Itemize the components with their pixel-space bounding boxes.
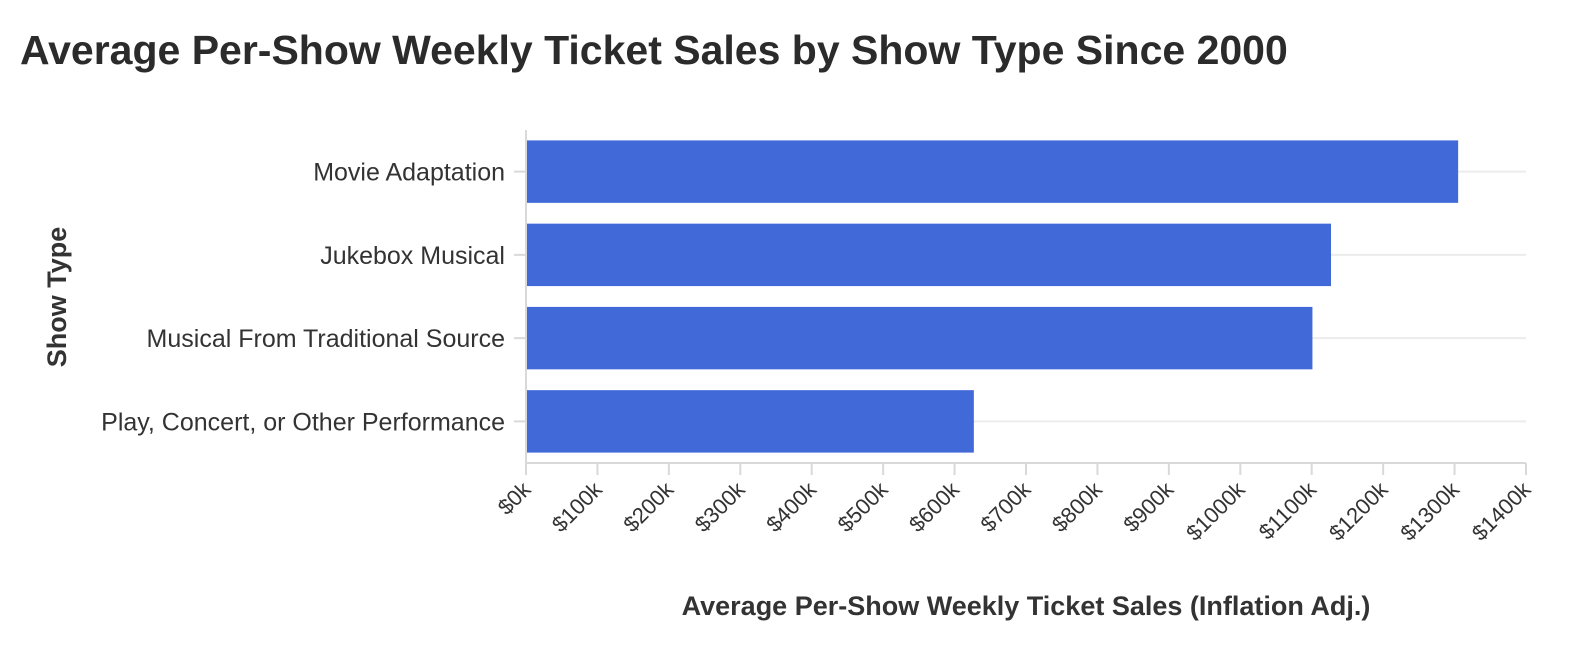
chart-title: Average Per-Show Weekly Ticket Sales by …	[20, 27, 1288, 73]
x-axis: $0k $100k $200k $300k $400k $500k $600k $700k $8…	[493, 462, 1536, 546]
x-tick-label: $1400k	[1467, 476, 1536, 545]
x-tick-label: $0k	[493, 476, 536, 519]
y-tick-label: Musical From Traditional Source	[147, 325, 505, 353]
x-tick-label: $1300k	[1395, 476, 1464, 545]
x-tick-label: $100k	[547, 476, 608, 537]
y-tick-label: Movie Adaptation	[313, 159, 505, 187]
x-tick-label: $300k	[690, 476, 751, 537]
y-axis-title: Show Type	[42, 227, 72, 368]
x-tick-label: $200k	[618, 476, 679, 537]
bar	[526, 140, 1459, 203]
x-tick-label: $400k	[761, 476, 822, 537]
y-tick-label: Jukebox Musical	[320, 242, 505, 270]
x-tick-label: $800k	[1047, 476, 1108, 537]
bars	[526, 140, 1459, 453]
bar	[526, 306, 1313, 370]
x-tick-label: $1200k	[1324, 476, 1393, 545]
x-tick-label: $600k	[904, 476, 965, 537]
x-tick-label: $1100k	[1254, 476, 1322, 544]
grid-lines	[526, 170, 1526, 423]
x-tick-label: $900k	[1118, 476, 1179, 537]
y-tick-label: Play, Concert, or Other Performance	[101, 408, 505, 436]
x-axis-title: Average Per-Show Weekly Ticket Sales (In…	[682, 591, 1371, 621]
bar	[526, 223, 1331, 287]
bar	[526, 390, 974, 453]
x-tick-label: $500k	[833, 476, 894, 537]
x-tick-label: $1000k	[1181, 476, 1250, 545]
y-axis: Movie Adaptation Jukebox Musical Musical F…	[101, 130, 527, 463]
x-tick-label: $700k	[975, 476, 1036, 537]
